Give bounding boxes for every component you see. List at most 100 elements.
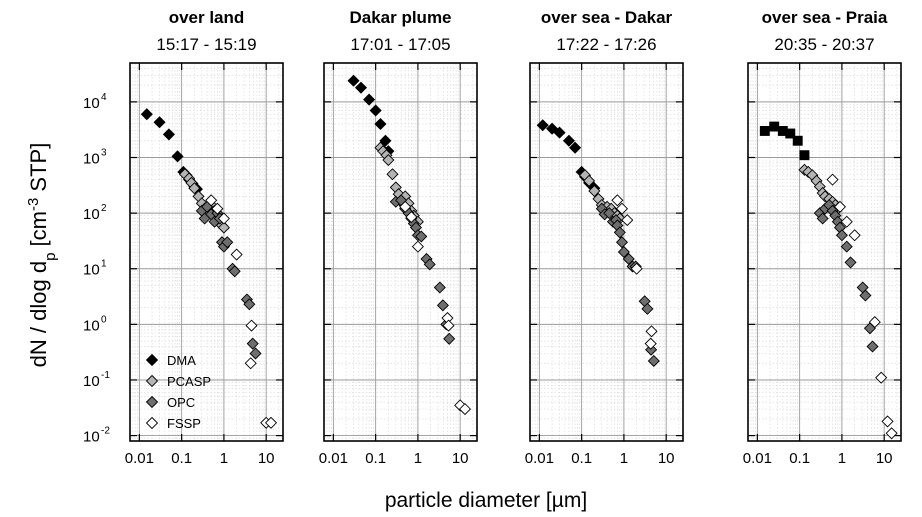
- data-point: [840, 215, 853, 228]
- ticks: [748, 63, 901, 441]
- y-tick-label: 10 0: [83, 314, 107, 334]
- data-point: [785, 128, 796, 139]
- series-opc: [813, 198, 879, 353]
- data-point: [645, 325, 658, 338]
- x-axis-label: particle diameter [µm]: [385, 489, 587, 512]
- data-point: [875, 371, 888, 384]
- data-point: [245, 319, 258, 332]
- x-tick-label: 1: [414, 450, 422, 467]
- panel-title: Dakar plume: [349, 8, 451, 27]
- panel-time-range: 15:17 - 15:19: [156, 35, 256, 54]
- series-dma: [759, 121, 810, 161]
- y-tick-label: 10 -2: [83, 426, 110, 446]
- data-point: [405, 211, 418, 224]
- panel-time-range: 17:01 - 17:05: [350, 35, 450, 54]
- plot-frame: [129, 62, 284, 442]
- series-fssp: [205, 194, 278, 429]
- ticks: [530, 63, 683, 441]
- x-tick-label: 1: [620, 450, 628, 467]
- plot-frame: [747, 62, 902, 442]
- y-tick-label: 10 3: [83, 148, 107, 168]
- data-point: [399, 200, 412, 213]
- data-point: [583, 174, 596, 187]
- data-point: [264, 416, 278, 429]
- x-tick-label: 1: [838, 450, 846, 467]
- x-tick-label: 10: [258, 450, 275, 467]
- data-point: [615, 236, 629, 249]
- x-tick-label: 0.1: [789, 450, 810, 467]
- series-fssp: [611, 194, 658, 350]
- svg-text:10: 10: [83, 429, 100, 446]
- data-point: [442, 319, 455, 332]
- svg-text:1: 1: [101, 259, 107, 270]
- x-tick-label: 0.01: [525, 450, 554, 467]
- data-point: [411, 240, 424, 253]
- x-tick-label: 0.1: [171, 450, 192, 467]
- y-tick-label: 10 -1: [83, 370, 110, 390]
- legend-marker: [145, 374, 159, 388]
- data-point: [833, 200, 847, 213]
- y-axis-label: dN / dlog dp [cm-3 STP]: [25, 143, 59, 368]
- y-tick-label: 10 4: [83, 92, 107, 112]
- legend-label: FSSP: [167, 416, 201, 431]
- data-point: [382, 154, 395, 167]
- grid: [747, 62, 901, 442]
- data-point: [613, 226, 626, 239]
- data-point: [363, 93, 376, 106]
- x-tick-label: 10: [876, 450, 893, 467]
- data-point: [249, 347, 262, 360]
- data-point: [769, 121, 780, 132]
- data-point: [244, 357, 257, 370]
- data-point: [647, 354, 660, 367]
- data-point: [217, 221, 230, 234]
- legend-marker: [145, 353, 159, 367]
- legend-item-fssp: FSSP: [145, 416, 201, 431]
- panel-title: over sea - Praia: [762, 8, 888, 27]
- panel-3: over sea - Dakar 17:22 - 17:26 0.01 0.1 1 10: [525, 8, 684, 467]
- data-point: [835, 229, 848, 242]
- panel-2: Dakar plume 17:01 - 17:05 0.01 0.1 1 10: [319, 8, 478, 467]
- svg-text:10: 10: [83, 373, 100, 390]
- svg-text:10: 10: [83, 317, 100, 334]
- legend-marker: [145, 416, 159, 430]
- data-point: [840, 240, 853, 253]
- data-point: [458, 403, 472, 416]
- data-point: [354, 81, 368, 94]
- x-tick-label: 0.1: [365, 450, 386, 467]
- data-point: [562, 134, 575, 147]
- legend-marker: [145, 395, 159, 409]
- data-point: [423, 258, 436, 271]
- data-point: [844, 256, 857, 269]
- x-tick-label: 10: [452, 450, 469, 467]
- data-point: [615, 202, 629, 215]
- ticks: [324, 63, 477, 441]
- data-point: [171, 150, 184, 163]
- data-point: [205, 194, 218, 207]
- svg-text:4: 4: [101, 92, 107, 103]
- data-point: [153, 116, 166, 129]
- panel-4: over sea - Praia 20:35 - 20:37 0.01 0.1 1 10: [743, 8, 902, 467]
- svg-text:10: 10: [83, 151, 100, 168]
- plot-frame: [323, 62, 478, 442]
- series-opc: [195, 200, 262, 360]
- legend-item-pcasp: PCASP: [145, 374, 211, 389]
- data-point: [859, 289, 872, 302]
- grid: [323, 62, 477, 442]
- data-point: [221, 236, 234, 249]
- data-point: [415, 230, 428, 243]
- svg-text:-2: -2: [101, 426, 110, 437]
- panel-time-range: 17:22 - 17:26: [556, 35, 656, 54]
- data-point: [443, 332, 456, 345]
- series-opc: [595, 202, 660, 367]
- data-point: [630, 262, 643, 275]
- data-point: [347, 74, 360, 87]
- data-point: [553, 126, 566, 139]
- svg-text:0: 0: [101, 314, 107, 325]
- legend-item-dma: DMA: [145, 353, 196, 368]
- data-point: [188, 182, 201, 195]
- x-tick-label: 1: [220, 450, 228, 467]
- data-point: [211, 202, 224, 215]
- x-tick-label: 0.01: [125, 450, 154, 467]
